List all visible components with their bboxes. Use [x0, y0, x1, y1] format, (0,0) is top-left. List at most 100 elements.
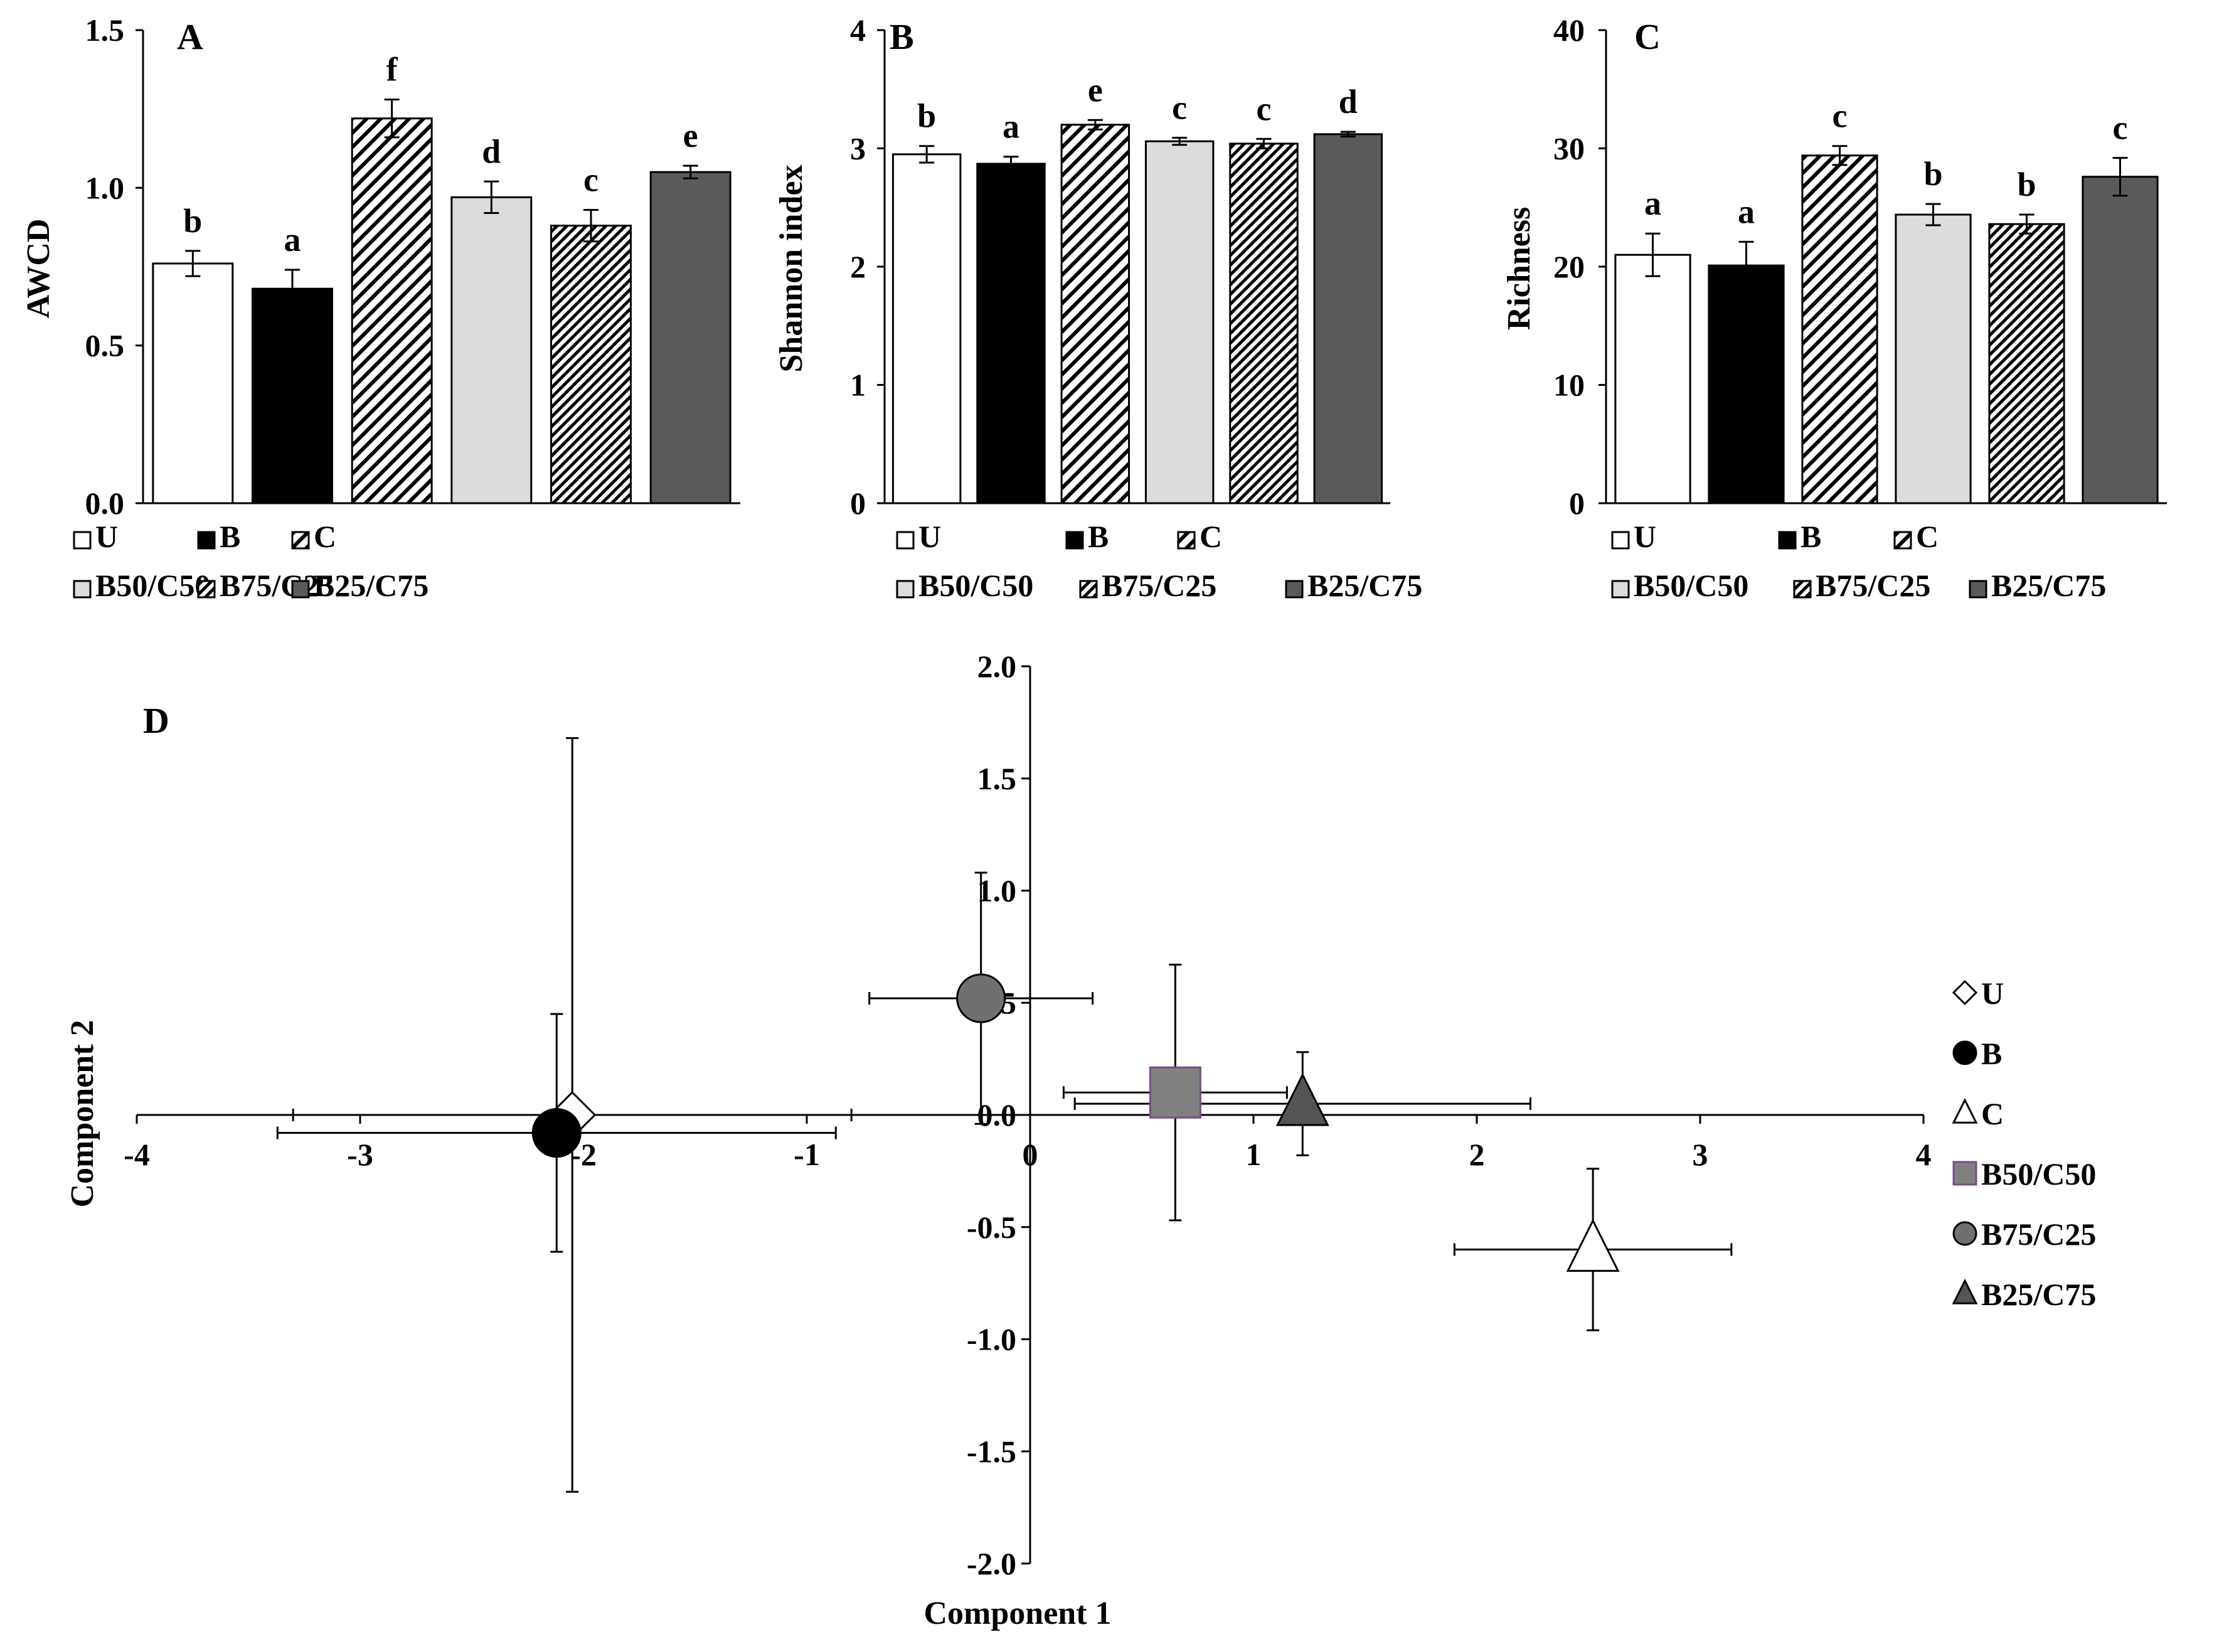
panel-label-b: B — [890, 16, 914, 57]
legend-swatch-a-u — [73, 531, 92, 550]
legend-swatch-c-b75-c25 — [1793, 580, 1812, 599]
legend-label-a-b75-c25: B75/C25 — [220, 568, 334, 603]
legend-label-b-c: C — [1200, 519, 1222, 554]
legend-label-a-b: B — [220, 519, 240, 554]
legend-swatch-c-b — [1778, 531, 1797, 550]
legend-marker-d-c — [1952, 1097, 1978, 1124]
significance-letter-c-b25-c75: c — [2113, 109, 2128, 147]
bar-c-c — [1801, 154, 1878, 504]
bar-b-b50-c50 — [1144, 140, 1215, 504]
bar-a-b50-c50 — [450, 196, 533, 504]
y-tick-label-b: 3 — [850, 131, 866, 166]
y-axis-label-a: AWCD — [21, 219, 56, 319]
legend-label-b-b75-c25: B75/C25 — [1102, 568, 1216, 603]
significance-letter-b-b75-c25: c — [1257, 90, 1272, 127]
panel-label-c: C — [1634, 16, 1661, 57]
bar-c-b75-c25 — [1988, 223, 2065, 504]
legend-swatch-a-b50-c50 — [73, 580, 92, 599]
legend-d: UBC B50/C50 B75/C25 B25/C75 — [1952, 976, 2096, 1312]
y-tick-label-d: -2.0 — [967, 1546, 1016, 1581]
bar-c-u — [1614, 253, 1691, 504]
point-d-c — [1566, 1218, 1620, 1272]
bar-b-c — [1060, 124, 1130, 504]
y-tick-label-c: 10 — [1553, 368, 1585, 403]
bar-b-b75-c25 — [1229, 142, 1299, 504]
legend-label-d-b75-c25: B75/C25 — [1981, 1217, 2096, 1252]
significance-letter-a-b50-c50: d — [482, 132, 501, 170]
plot-area-c: 0 10 20 30 40 a a c b b c — [1553, 13, 2167, 521]
legend-label-d-u: U — [1981, 976, 2004, 1011]
legend-label-c-u: U — [1634, 519, 1656, 554]
significance-letter-b-u: b — [917, 97, 936, 135]
legend-label-b-b: B — [1088, 519, 1109, 554]
y-tick-label-b: 0 — [850, 486, 866, 521]
y-tick-label-a: 0.5 — [85, 328, 125, 363]
legend-swatch-c-b50-c50 — [1611, 580, 1630, 599]
legend-marker-d-b50-c50 — [1952, 1161, 1977, 1186]
legend-label-b-b50-c50: B50/C50 — [918, 568, 1033, 603]
y-tick-label-d: -1.0 — [967, 1322, 1016, 1357]
panel-c: 0 10 20 30 40 a a c b b c C Richness U B C B50/C50 B75… — [1501, 13, 2167, 603]
point-d-b75-c25 — [956, 973, 1006, 1023]
significance-letter-a-b25-c75: e — [683, 117, 698, 154]
y-tick-label-d: 0.0 — [977, 1097, 1017, 1132]
significance-letter-c-b75-c25: b — [2017, 166, 2036, 203]
significance-letter-b-b25-c75: d — [1339, 83, 1358, 120]
y-tick-label-c: 40 — [1553, 13, 1585, 48]
x-tick-label-d: 3 — [1693, 1137, 1708, 1172]
legend-b: U B C B50/C50 B75/C25 B25/C75 — [896, 519, 1422, 603]
x-axis-label-d: Component 1 — [923, 1596, 1111, 1631]
x-tick-label-d: -4 — [124, 1137, 150, 1172]
legend-swatch-c-c — [1893, 531, 1912, 550]
x-tick-label-d: 1 — [1246, 1137, 1262, 1172]
legend-swatch-a-b25-c75 — [291, 580, 310, 599]
significance-letter-b-b50-c50: c — [1172, 89, 1187, 127]
plot-area-a: 0.0 0.5 1.0 1.5 b a f d c e — [85, 13, 740, 521]
bar-c-b50-c50 — [1895, 213, 1972, 504]
y-tick-label-d: 1.0 — [977, 873, 1017, 909]
bar-c-b — [1708, 264, 1785, 504]
legend-swatch-c-b25-c75 — [1969, 580, 1987, 599]
legend-label-c-c: C — [1916, 519, 1939, 554]
significance-letter-b-c: e — [1088, 71, 1103, 109]
y-tick-label-b: 2 — [850, 249, 866, 284]
bar-a-b — [252, 287, 333, 504]
bar-c-b25-c75 — [2082, 176, 2159, 504]
legend-label-a-u: U — [95, 519, 118, 554]
legend-swatch-b-b — [1065, 531, 1084, 550]
significance-letter-c-u: a — [1644, 184, 1661, 222]
legend-label-c-b50-c50: B50/C50 — [1634, 568, 1748, 603]
legend-swatch-b-b75-c25 — [1079, 580, 1098, 599]
legend-marker-d-u — [1952, 979, 1978, 1006]
legend-marker-d-b25-c75 — [1952, 1278, 1978, 1304]
significance-letter-a-c: f — [386, 51, 398, 88]
y-tick-label-b: 4 — [850, 13, 866, 48]
panel-label-a: A — [177, 16, 203, 57]
point-d-b50-c50 — [1149, 1066, 1201, 1119]
legend-label-d-b: B — [1981, 1036, 2002, 1071]
legend-label-b-b25-c75: B25/C75 — [1307, 568, 1422, 603]
legend-label-d-b50-c50: B50/C50 — [1981, 1156, 2096, 1191]
legend-label-d-b25-c75: B25/C75 — [1981, 1277, 2096, 1312]
legend-swatch-b-c — [1177, 531, 1196, 550]
legend-swatch-a-b — [197, 531, 216, 550]
significance-letter-a-b75-c25: c — [583, 161, 598, 199]
panel-label-d: D — [143, 700, 169, 741]
panel-b: 0 1 2 3 4 b a e c c d B Shannon index U B C B50/C50 B7… — [774, 13, 1422, 603]
legend-marker-d-b75-c25 — [1952, 1221, 1977, 1246]
legend-label-c-b: B — [1801, 519, 1821, 554]
legend-swatch-c-u — [1611, 531, 1630, 550]
y-tick-label-d: -1.5 — [967, 1434, 1016, 1469]
legend-swatch-b-b50-c50 — [896, 580, 915, 599]
bar-a-b75-c25 — [550, 225, 632, 504]
x-tick-label-d: 0 — [1023, 1137, 1038, 1172]
legend-c: U B C B50/C50 B75/C25 B25/C75 — [1611, 519, 2106, 603]
point-d-b25-c75 — [1275, 1072, 1329, 1126]
legend-label-a-b50-c50: B50/C50 — [95, 568, 210, 603]
y-axis-label-c: Richness — [1501, 207, 1537, 330]
significance-letter-c-b50-c50: b — [1923, 155, 1942, 193]
bar-b-b — [976, 163, 1046, 504]
y-tick-label-a: 1.5 — [85, 13, 125, 48]
significance-letter-c-b: a — [1738, 193, 1755, 230]
